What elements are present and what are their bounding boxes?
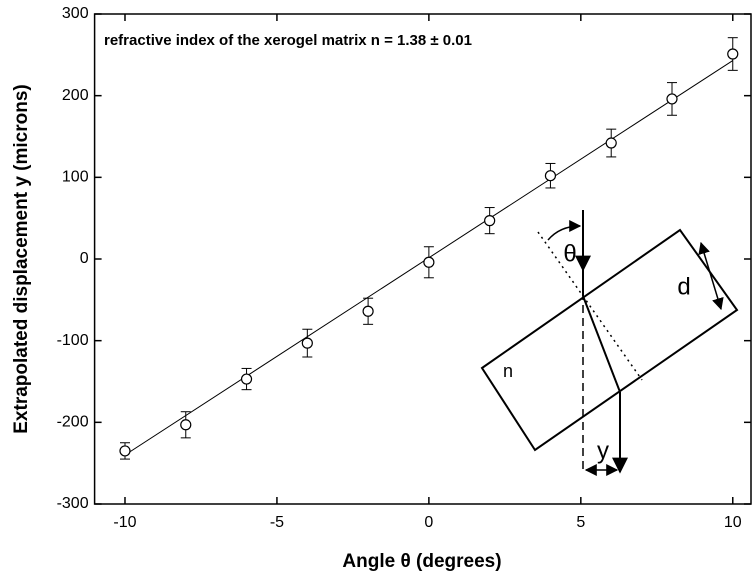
data-point: [423, 256, 435, 268]
data-point: [484, 215, 496, 227]
inset-diagram: [480, 210, 739, 476]
data-point: [301, 337, 313, 349]
refracted-ray: [582, 295, 621, 393]
thickness-label: d: [677, 273, 690, 300]
x-tick-label: -5: [270, 514, 284, 531]
x-axis-title: Angle θ (degrees): [342, 551, 501, 572]
slab: [480, 228, 739, 452]
data-point: [362, 305, 374, 317]
index-label: n: [503, 361, 513, 381]
data-point: [119, 445, 131, 457]
y-tick-label: -100: [57, 332, 89, 349]
data-point: [605, 137, 617, 149]
y-tick-label: 0: [80, 250, 89, 267]
data-point: [240, 373, 253, 385]
plot-frame: [93, 13, 752, 505]
data-point: [544, 170, 557, 182]
angle-label: θ: [563, 240, 576, 267]
data-point: [727, 48, 739, 60]
angle-arc: [547, 220, 582, 241]
x-tick-label: 10: [724, 514, 742, 531]
y-tick-label: -300: [57, 495, 89, 512]
y-axis-title: Extrapolated displacement y (microns): [11, 84, 32, 434]
extension-line: [537, 231, 643, 381]
data-point: [180, 419, 192, 431]
x-tick-label: -10: [113, 514, 136, 531]
y-tick-label: 100: [62, 169, 89, 186]
y-tick-label: 200: [62, 87, 89, 104]
x-tick-label: 0: [424, 514, 433, 531]
thickness-arrow: [698, 241, 724, 311]
y-tick-label: -200: [57, 414, 89, 431]
x-tick-label: 5: [576, 514, 585, 531]
annotation: refractive index of the xerogel matrix n…: [104, 32, 472, 49]
shift-label: y: [597, 437, 609, 464]
y-tick-label: 300: [62, 5, 89, 22]
data-point: [666, 93, 678, 105]
